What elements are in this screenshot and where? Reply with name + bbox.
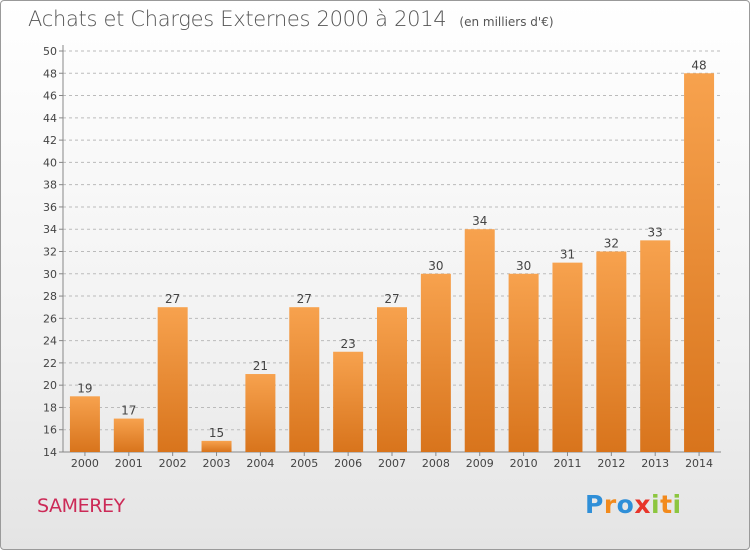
brand-logo: Proxiti bbox=[585, 490, 682, 519]
x-tick-label: 2012 bbox=[597, 457, 625, 470]
chart-unit: (en milliers d'€) bbox=[459, 15, 554, 29]
y-tick-label: 40 bbox=[43, 156, 57, 169]
y-tick-label: 42 bbox=[43, 134, 57, 147]
y-tick-label: 20 bbox=[43, 379, 57, 392]
bar-value-label: 17 bbox=[121, 404, 136, 418]
bar-value-label: 30 bbox=[428, 259, 443, 273]
bar bbox=[69, 396, 100, 452]
y-tick-label: 34 bbox=[43, 223, 57, 236]
bar-value-label: 31 bbox=[560, 248, 575, 262]
labels: 14 16 18 20 22 24 26 28 30 32 34 36 38 40 42 44 46 48 50 19… bbox=[43, 45, 713, 470]
bar-value-label: 32 bbox=[604, 237, 619, 251]
x-tick-label: 2011 bbox=[553, 457, 581, 470]
chart-header: Achats et Charges Externes 2000 à 2014 (… bbox=[28, 7, 554, 31]
y-tick-label: 16 bbox=[43, 424, 57, 437]
bar bbox=[333, 351, 364, 452]
y-tick-label: 14 bbox=[43, 446, 57, 459]
y-tick-label: 32 bbox=[43, 246, 57, 259]
bar-value-label: 19 bbox=[77, 381, 92, 395]
x-tick-label: 2003 bbox=[203, 457, 231, 470]
bar bbox=[640, 240, 671, 452]
bar-value-label: 23 bbox=[340, 337, 355, 351]
brand-letter: r bbox=[603, 490, 617, 519]
bar bbox=[113, 418, 144, 452]
y-tick-label: 18 bbox=[43, 401, 57, 414]
bar-value-label: 27 bbox=[297, 292, 312, 306]
y-tick-label: 38 bbox=[43, 179, 57, 192]
bar-value-label: 15 bbox=[209, 426, 224, 440]
x-tick-label: 2000 bbox=[71, 457, 99, 470]
x-tick-label: 2009 bbox=[466, 457, 494, 470]
brand-letter: i bbox=[651, 490, 661, 519]
x-tick-label: 2006 bbox=[334, 457, 362, 470]
bar bbox=[289, 307, 320, 452]
x-tick-label: 2004 bbox=[246, 457, 274, 470]
y-tick-label: 30 bbox=[43, 268, 57, 281]
brand-letter: x bbox=[634, 490, 651, 519]
bar-value-label: 27 bbox=[384, 292, 399, 306]
y-tick-label: 50 bbox=[43, 45, 57, 58]
y-tick-label: 44 bbox=[43, 112, 57, 125]
bar-value-label: 33 bbox=[648, 225, 663, 239]
bars bbox=[69, 73, 715, 453]
bar-value-label: 27 bbox=[165, 292, 180, 306]
x-tick-label: 2002 bbox=[159, 457, 187, 470]
place-name: SAMEREY bbox=[37, 495, 125, 517]
chart-title: Achats et Charges Externes 2000 à 2014 bbox=[28, 7, 447, 31]
bar bbox=[420, 273, 451, 452]
bar bbox=[201, 440, 232, 452]
bar bbox=[552, 262, 583, 452]
x-tick-label: 2013 bbox=[641, 457, 669, 470]
y-tick-label: 24 bbox=[43, 335, 57, 348]
y-tick-label: 36 bbox=[43, 201, 57, 214]
y-tick-label: 48 bbox=[43, 67, 57, 80]
brand-letter: P bbox=[585, 490, 604, 519]
x-tick-label: 2007 bbox=[378, 457, 406, 470]
y-tick-label: 46 bbox=[43, 90, 57, 103]
brand-letter: i bbox=[672, 490, 682, 519]
y-tick-label: 22 bbox=[43, 357, 57, 370]
bar-value-label: 34 bbox=[472, 214, 487, 228]
x-tick-label: 2010 bbox=[510, 457, 538, 470]
bar bbox=[245, 374, 276, 452]
bar bbox=[377, 307, 407, 452]
bar bbox=[684, 73, 715, 453]
bar-value-label: 21 bbox=[253, 359, 268, 373]
bar-value-label: 48 bbox=[691, 58, 706, 72]
bar-value-label: 30 bbox=[516, 259, 531, 273]
brand-letter: t bbox=[660, 490, 673, 519]
bar bbox=[464, 229, 495, 452]
y-tick-label: 28 bbox=[43, 290, 57, 303]
bar bbox=[508, 273, 539, 452]
x-tick-label: 2005 bbox=[290, 457, 318, 470]
brand-letter: o bbox=[616, 490, 635, 519]
x-tick-label: 2014 bbox=[685, 457, 713, 470]
x-tick-label: 2001 bbox=[115, 457, 143, 470]
x-tick-label: 2008 bbox=[422, 457, 450, 470]
bar bbox=[157, 307, 188, 452]
y-tick-label: 26 bbox=[43, 312, 57, 325]
bar bbox=[596, 251, 627, 452]
